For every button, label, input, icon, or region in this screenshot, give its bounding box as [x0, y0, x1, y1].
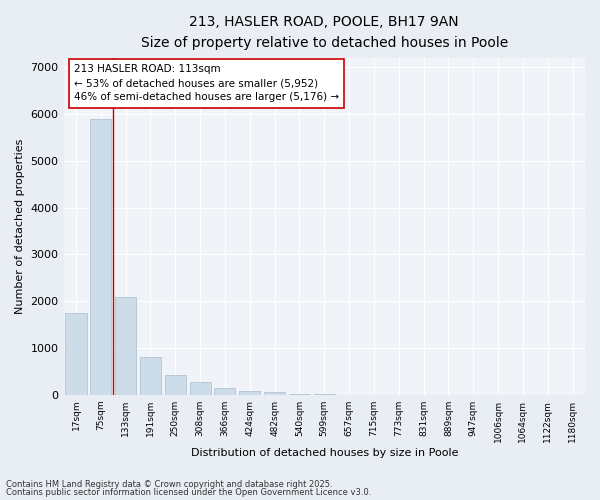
Bar — [115, 296, 136, 395]
Bar — [289, 394, 310, 395]
Bar — [165, 375, 186, 395]
Bar — [190, 382, 211, 395]
Bar — [140, 356, 161, 395]
Text: Contains public sector information licensed under the Open Government Licence v3: Contains public sector information licen… — [6, 488, 371, 497]
Bar — [65, 313, 86, 395]
Bar — [90, 118, 112, 395]
Bar — [239, 390, 260, 395]
Bar — [214, 388, 235, 395]
Bar — [264, 392, 285, 395]
Y-axis label: Number of detached properties: Number of detached properties — [15, 138, 25, 314]
Text: Contains HM Land Registry data © Crown copyright and database right 2025.: Contains HM Land Registry data © Crown c… — [6, 480, 332, 489]
Text: 213 HASLER ROAD: 113sqm
← 53% of detached houses are smaller (5,952)
46% of semi: 213 HASLER ROAD: 113sqm ← 53% of detache… — [74, 64, 339, 102]
Title: 213, HASLER ROAD, POOLE, BH17 9AN
Size of property relative to detached houses i: 213, HASLER ROAD, POOLE, BH17 9AN Size o… — [140, 15, 508, 50]
X-axis label: Distribution of detached houses by size in Poole: Distribution of detached houses by size … — [191, 448, 458, 458]
